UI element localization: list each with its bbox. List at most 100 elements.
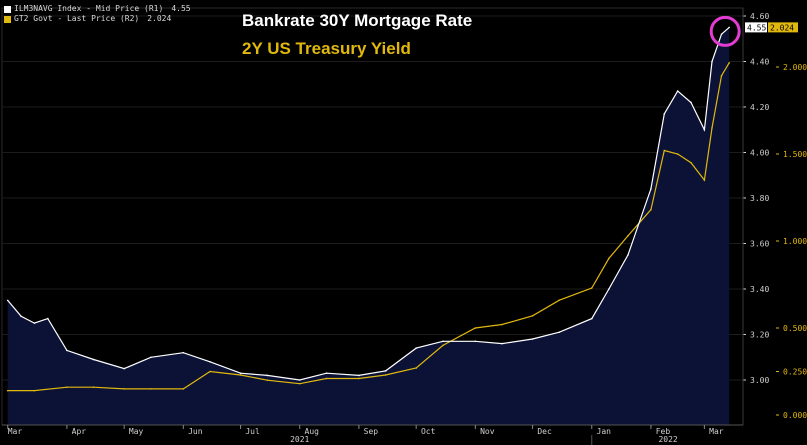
legend-item-mortgage: ILM3NAVG Index - Mid Price (R1) 4.55 <box>4 4 191 14</box>
badge-r1-label: 4.55 <box>747 23 766 32</box>
title-treasury: 2Y US Treasury Yield <box>242 39 411 58</box>
treasury-point-2021-10-01 <box>415 367 417 369</box>
treasury-point-2021-03-15 <box>33 389 36 392</box>
x-tick-label: May <box>129 427 144 436</box>
treasury-point-2021-06-01 <box>182 388 185 390</box>
mortgage-point-2022-02-08 <box>663 113 666 115</box>
treasury-point-2021-07-01 <box>239 374 242 376</box>
r1-tick-label: 3.00 <box>750 376 769 385</box>
legend-item-treasury: GT2 Govt - Last Price (R2) 2.024 <box>4 14 191 24</box>
legend-value-treasury: 2.024 <box>147 14 172 23</box>
treasury-point-2021-04-15 <box>92 386 95 388</box>
mortgage-point-2021-05-01 <box>123 367 125 370</box>
mortgage-point-2021-05-15 <box>150 356 152 359</box>
treasury-point-2022-03-14 <box>728 62 730 64</box>
mortgage-point-2022-02-22 <box>690 101 692 104</box>
mortgage-point-2022-02-01 <box>650 188 652 190</box>
mortgage-point-2022-03-01 <box>703 128 706 131</box>
mortgage-area-fill <box>7 27 730 426</box>
r2-tick-label: 0.500 <box>783 324 807 333</box>
x-tick-label: Apr <box>72 427 87 436</box>
y-axis-r2: 0.000 0.250 0.500 1.000 1.500 2.000 <box>776 63 807 420</box>
treasury-point-2021-09-01 <box>358 377 360 380</box>
mortgage-point-2021-03-22 <box>47 317 49 320</box>
x-tick-label: Mar <box>709 427 724 436</box>
treasury-point-2022-02-15 <box>676 153 679 155</box>
mortgage-area <box>7 27 730 426</box>
last-value-badges: 4.55 2.024 <box>745 22 798 33</box>
legend: ILM3NAVG Index - Mid Price (R1) 4.55 GT2… <box>4 4 191 24</box>
legend-swatch-treasury <box>4 15 11 23</box>
x-tick-label: Jan <box>597 427 612 436</box>
x-tick-label: Nov <box>480 427 495 436</box>
badge-r2-label: 2.024 <box>770 23 794 32</box>
treasury-point-2021-07-15 <box>266 379 269 382</box>
x-tick-label: Dec <box>537 427 552 436</box>
legend-label-treasury: GT2 Govt - Last Price (R2) <box>14 14 140 23</box>
treasury-point-2021-10-15 <box>442 344 444 347</box>
x-tick-label: Sep <box>364 427 379 436</box>
series-lines <box>6 26 730 392</box>
r2-tick-label: 0.250 <box>783 368 807 377</box>
x-tick-label: Mar <box>8 427 23 436</box>
mortgage-point-2021-04-15 <box>92 358 95 361</box>
treasury-point-2022-01-20 <box>627 234 629 237</box>
highlight-circle <box>709 15 741 47</box>
treasury-point-2021-03-01 <box>6 389 9 392</box>
mortgage-point-2021-11-15 <box>501 342 503 345</box>
treasury-point-2021-12-15 <box>558 299 561 301</box>
title-block: Bankrate 30Y Mortgage Rate 2Y US Treasur… <box>242 9 472 61</box>
mortgage-point-2022-03-10 <box>720 33 723 35</box>
mortgage-point-2021-10-15 <box>442 340 444 343</box>
treasury-point-2021-05-15 <box>150 388 152 390</box>
mortgage-point-2021-07-01 <box>239 372 242 374</box>
r1-tick-label: 3.40 <box>750 285 769 294</box>
mortgage-point-2022-01-20 <box>627 254 629 256</box>
treasury-point-2022-02-22 <box>690 161 692 164</box>
x-tick-label: Jul <box>245 427 260 436</box>
r1-tick-label: 4.60 <box>750 12 769 21</box>
year-label-2022: 2022 <box>658 435 677 444</box>
treasury-point-2022-03-10 <box>720 74 723 77</box>
r2-tick-label: 1.000 <box>783 237 807 246</box>
y-axis-r1: 3.00 3.20 3.40 3.60 3.80 4.00 4.20 4.40 4.60 <box>742 8 769 425</box>
legend-value-mortgage: 4.55 <box>171 4 191 13</box>
mortgage-point-2021-08-01 <box>298 379 301 381</box>
r1-tick-label: 3.80 <box>750 194 769 203</box>
mortgage-point-2021-11-01 <box>474 340 477 343</box>
mortgage-point-2021-03-08 <box>20 315 22 318</box>
x-tick-label: Oct <box>421 427 436 436</box>
treasury-point-2022-02-08 <box>663 149 666 152</box>
mortgage-point-2022-03-05 <box>711 60 713 63</box>
r1-tick-label: 4.00 <box>750 149 769 158</box>
mortgage-point-2021-08-15 <box>325 372 328 374</box>
r2-tick-label: 2.000 <box>783 63 807 72</box>
mortgage-point-2021-04-01 <box>66 349 68 352</box>
mortgage-point-2021-03-15 <box>33 322 36 324</box>
treasury-point-2022-03-05 <box>711 127 713 129</box>
treasury-point-2021-05-01 <box>123 388 125 390</box>
x-axis: Mar Apr May Jun Jul Aug Sep Oct Nov Dec Jan Feb Mar 2… <box>2 424 743 445</box>
mortgage-point-2022-01-10 <box>608 288 610 290</box>
badge-r1-bg <box>745 22 767 33</box>
legend-label-mortgage: ILM3NAVG Index - Mid Price (R1) <box>14 4 164 13</box>
treasury-point-2022-01-01 <box>590 287 593 289</box>
badge-r2-bg <box>768 22 798 33</box>
treasury-point-2021-11-15 <box>501 323 503 326</box>
mortgage-point-2022-01-01 <box>590 317 593 320</box>
x-tick-label: Feb <box>656 427 671 436</box>
r1-tick-label: 3.20 <box>750 331 769 340</box>
treasury-point-2021-09-15 <box>384 374 387 376</box>
mortgage-point-2021-12-01 <box>531 338 534 340</box>
mortgage-point-2021-12-15 <box>558 331 561 334</box>
treasury-point-2021-04-01 <box>66 386 68 388</box>
treasury-point-2021-08-15 <box>325 377 328 380</box>
legend-swatch-mortgage <box>4 5 11 13</box>
mortgage-point-2022-03-14 <box>728 26 730 29</box>
mortgage-point-2021-03-01 <box>6 299 9 302</box>
year-label-2021: 2021 <box>290 435 309 444</box>
treasury-point-2021-12-01 <box>531 315 534 317</box>
mortgage-point-2021-06-15 <box>209 361 211 363</box>
r1-tick-label: 3.60 <box>750 240 769 249</box>
